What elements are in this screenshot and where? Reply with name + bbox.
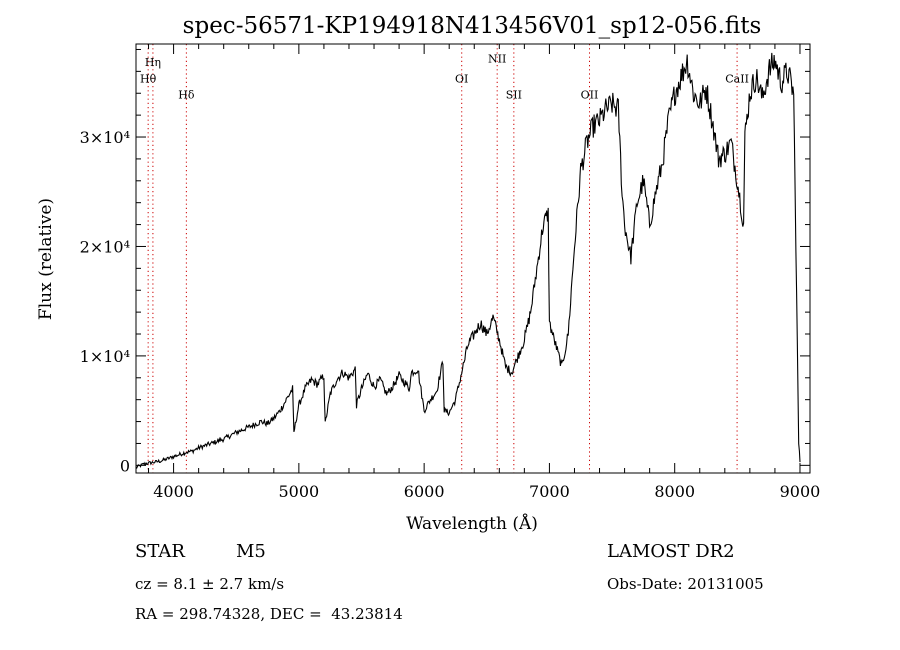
spectrum-line bbox=[135, 52, 801, 469]
line-marker-label: OI bbox=[455, 72, 468, 85]
axis-ticks: 4000 5000 6000 7000 8000 9000 0 1×10⁴ 2×10⁴ 3×10⁴ bbox=[80, 44, 821, 501]
line-marker-label: Hδ bbox=[178, 89, 195, 102]
plot-frame bbox=[135, 43, 811, 474]
line-markers: Hη Hθ Hδ OI NII SII OII CaII bbox=[140, 44, 749, 473]
line-marker-label: Hθ bbox=[140, 72, 157, 85]
y-tick-label: 0 bbox=[120, 456, 130, 475]
y-tick-label: 3×10⁴ bbox=[80, 128, 130, 147]
y-tick-label: 1×10⁴ bbox=[80, 347, 130, 366]
x-tick-label: 7000 bbox=[529, 482, 570, 501]
line-marker-label: OII bbox=[581, 89, 599, 102]
object-class: STAR bbox=[135, 541, 185, 562]
line-marker-label: SII bbox=[506, 89, 522, 102]
x-tick-label: 4000 bbox=[153, 482, 194, 501]
x-axis-label: Wavelength (Å) bbox=[406, 513, 538, 534]
redshift-cz: cz = 8.1 ± 2.7 km/s bbox=[135, 575, 285, 593]
line-marker-label: Hη bbox=[145, 56, 161, 69]
x-tick-label: 9000 bbox=[780, 482, 821, 501]
line-marker-label: CaII bbox=[725, 72, 749, 85]
observation-date: Obs-Date: 20131005 bbox=[607, 575, 764, 593]
spectral-subclass: M5 bbox=[236, 541, 266, 562]
survey-name: LAMOST DR2 bbox=[607, 541, 735, 562]
x-tick-label: 5000 bbox=[279, 482, 320, 501]
chart-title: spec-56571-KP194918N413456V01_sp12-056.f… bbox=[183, 13, 762, 39]
y-axis-label: Flux (relative) bbox=[36, 198, 56, 320]
line-marker-label: NII bbox=[488, 53, 506, 66]
x-tick-label: 8000 bbox=[654, 482, 695, 501]
y-tick-label: 2×10⁴ bbox=[80, 237, 130, 256]
coordinates: RA = 298.74328, DEC = 43.23814 bbox=[135, 605, 403, 623]
x-tick-label: 6000 bbox=[404, 482, 445, 501]
